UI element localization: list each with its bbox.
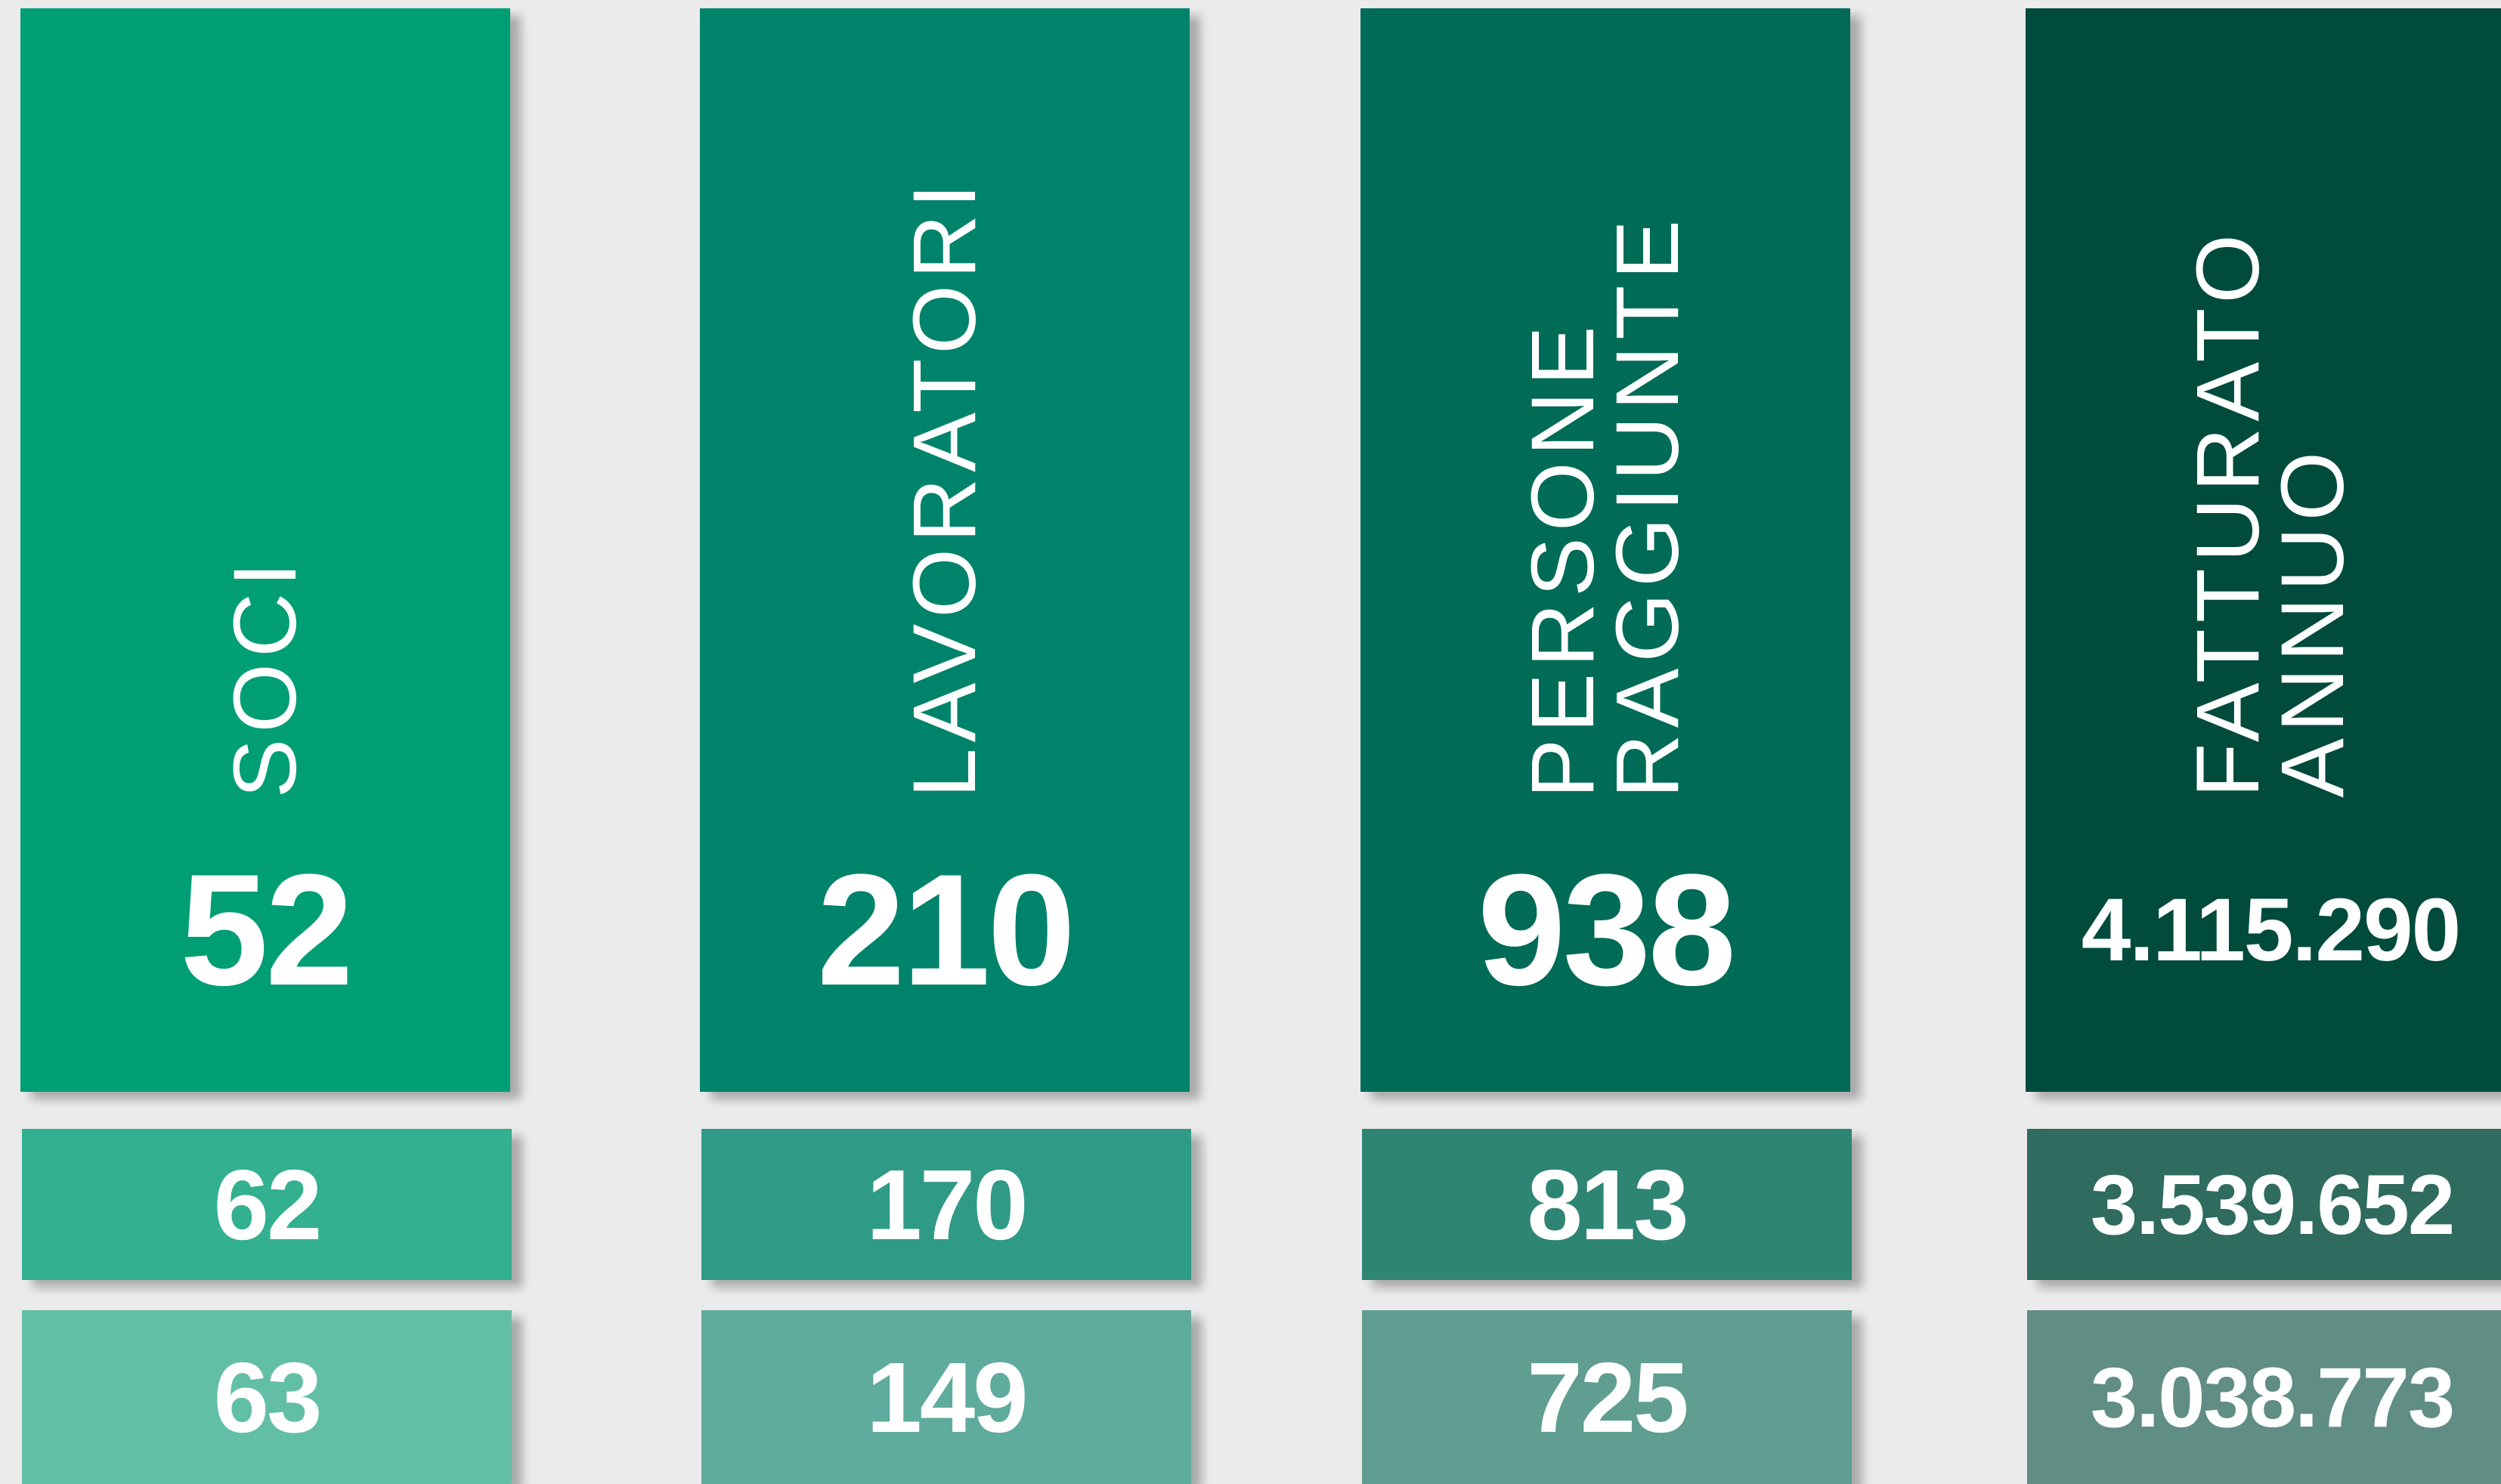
stat-label: LAVORATORI (895, 178, 995, 798)
history-value: 170 (701, 1129, 1191, 1280)
label-line: ANNUO (2263, 445, 2363, 798)
label-line: RAGGIUNTE (1598, 213, 1698, 799)
label-wrap: FATTURATO ANNUO (2026, 8, 2501, 798)
stat-card: SOCI 52 (20, 8, 510, 1092)
label-line: SOCI (215, 555, 315, 799)
label-wrap: LAVORATORI (700, 8, 1190, 798)
stat-label: PERSONE RAGGIUNTE (1513, 213, 1698, 799)
history-value: 149 (701, 1310, 1191, 1484)
history-value: 725 (1362, 1310, 1852, 1484)
stat-card: PERSONE RAGGIUNTE 938 (1360, 8, 1850, 1092)
history-value: 813 (1362, 1129, 1852, 1280)
label-wrap: PERSONE RAGGIUNTE (1360, 8, 1850, 799)
stat-value: 4.115.290 (2081, 880, 2461, 980)
stat-value: 210 (816, 841, 1076, 1019)
stat-card: LAVORATORI 210 (700, 8, 1190, 1092)
history-value: 3.038.773 (2027, 1310, 2501, 1484)
label-line: LAVORATORI (895, 178, 995, 798)
stat-label: SOCI (215, 555, 315, 799)
label-wrap: SOCI (20, 8, 510, 799)
history-value: 63 (22, 1310, 512, 1484)
stat-label: FATTURATO ANNUO (2178, 228, 2363, 798)
label-line: FATTURATO (2178, 228, 2278, 798)
stat-value: 52 (180, 841, 354, 1019)
history-value: 3.539.652 (2027, 1129, 2501, 1280)
stat-value: 938 (1477, 841, 1736, 1019)
label-line: PERSONE (1513, 319, 1613, 798)
history-value: 62 (22, 1129, 512, 1280)
stat-card: FATTURATO ANNUO 4.115.290 (2026, 8, 2501, 1092)
